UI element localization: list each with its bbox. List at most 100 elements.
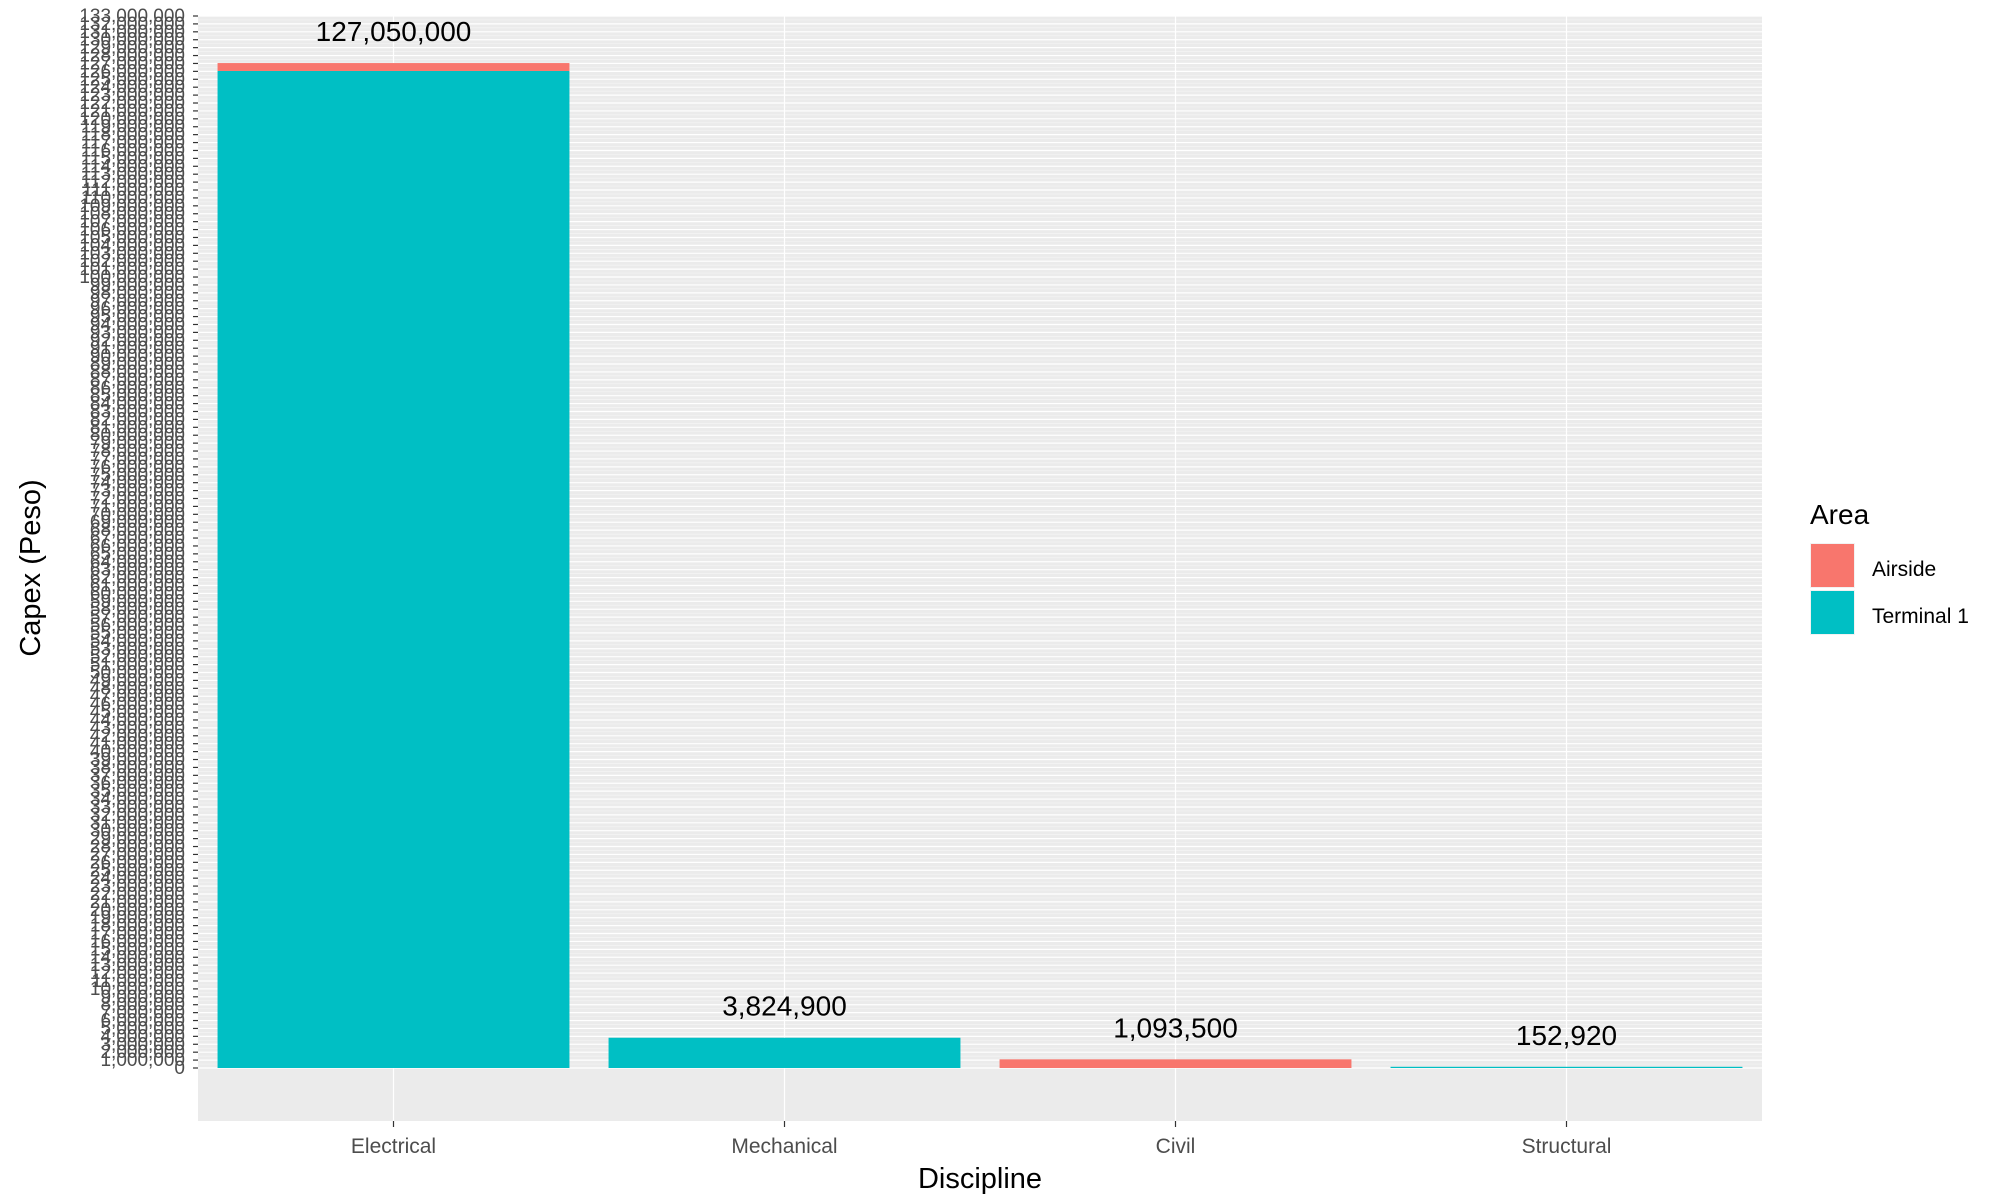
y-tick-label: 17,000,000 — [90, 924, 185, 945]
y-tick-label: 11,000,000 — [91, 971, 185, 992]
y-tick-label: 113,000,000 — [81, 164, 185, 185]
y-tick-label: 73,000,000 — [90, 481, 185, 502]
y-tick-label: 45,000,000 — [90, 702, 185, 723]
y-tick-label: 108,000,000 — [79, 204, 185, 225]
y-tick-label: 37,000,000 — [90, 765, 185, 786]
y-tick-label: 15,000,000 — [90, 939, 185, 960]
bar-electrical-airside — [217, 63, 570, 71]
y-tick-label: 23,000,000 — [90, 876, 185, 897]
y-tick-label: 97,000,000 — [90, 291, 185, 312]
y-tick-label: 120,000,000 — [79, 109, 185, 130]
y-tick-label: 94,000,000 — [90, 314, 185, 335]
y-tick-label: 68,000,000 — [90, 520, 185, 541]
bar-total-label: 127,050,000 — [316, 16, 472, 47]
y-tick-label: 81,000,000 — [90, 417, 185, 438]
y-tick-label: 128,000,000 — [79, 46, 185, 67]
y-tick-label: 40,000,000 — [90, 742, 185, 763]
y-tick-label: 87,000,000 — [90, 370, 185, 391]
y-tick-label: 114,000,000 — [81, 156, 185, 177]
bar-total-label: 3,824,900 — [722, 991, 847, 1022]
y-tick-label: 109,000,000 — [79, 196, 185, 217]
y-tick-label: 79,000,000 — [90, 433, 185, 454]
y-tick-label: 110,000,000 — [81, 188, 185, 209]
legend: Area Airside Terminal 1 — [1810, 499, 1969, 635]
y-tick-label: 67,000,000 — [90, 528, 185, 549]
y-tick-label: 122,000,000 — [79, 93, 185, 114]
y-tick-label: 33,000,000 — [90, 797, 185, 818]
y-tick-label: 118,000,000 — [81, 125, 185, 146]
y-tick-label: 16,000,000 — [90, 931, 185, 952]
y-tick-label: 36,000,000 — [90, 773, 185, 794]
y-tick-label: 88,000,000 — [90, 362, 185, 383]
y-tick-label: 103,000,000 — [79, 243, 185, 264]
y-tick-label: 92,000,000 — [90, 330, 185, 351]
x-tick-label: Structural — [1522, 1135, 1612, 1158]
y-tick-label: 124,000,000 — [79, 77, 185, 98]
y-tick-label: 127,000,000 — [79, 53, 185, 74]
y-tick-label: 62,000,000 — [90, 568, 185, 589]
y-tick-label: 106,000,000 — [79, 220, 185, 241]
y-tick-label: 130,000,000 — [79, 30, 185, 51]
y-tick-label: 74,000,000 — [90, 473, 185, 494]
y-tick-label: 111,000,000 — [82, 180, 185, 201]
y-axis: 01,000,0002,000,0003,000,0004,000,0005,0… — [79, 6, 198, 1079]
y-tick-label: 131,000,000 — [79, 22, 185, 43]
legend-label-terminal-1: Terminal 1 — [1872, 605, 1969, 628]
y-tick-label: 27,000,000 — [90, 844, 185, 865]
y-tick-label: 116,000,000 — [81, 140, 185, 161]
y-tick-label: 96,000,000 — [90, 299, 185, 320]
y-tick-label: 22,000,000 — [90, 884, 185, 905]
y-tick-label: 77,000,000 — [90, 449, 185, 470]
y-tick-label: 42,000,000 — [90, 726, 185, 747]
y-tick-label: 47,000,000 — [90, 686, 185, 707]
y-tick-label: 35,000,000 — [90, 781, 185, 802]
y-tick-label: 98,000,000 — [90, 283, 185, 304]
y-tick-label: 119,000,000 — [81, 117, 185, 138]
y-tick-label: 85,000,000 — [90, 386, 185, 407]
y-tick-label: 12,000,000 — [90, 963, 185, 984]
y-tick-label: 10,000,000 — [90, 979, 185, 1000]
y-tick-label: 66,000,000 — [90, 536, 185, 557]
bar-total-label: 152,920 — [1516, 1020, 1617, 1051]
y-tick-label: 90,000,000 — [90, 346, 185, 367]
bar-electrical-terminal-1 — [217, 70, 570, 1069]
x-axis: Electrical Mechanical Civil Structural — [351, 1121, 1612, 1158]
y-tick-label: 39,000,000 — [90, 750, 185, 771]
y-tick-label: 107,000,000 — [79, 212, 185, 233]
y-axis-title: Capex (Peso) — [15, 479, 47, 656]
y-tick-label: 5,000,000 — [100, 1018, 185, 1039]
y-tick-label: 49,000,000 — [90, 670, 185, 691]
y-tick-label: 57,000,000 — [90, 607, 185, 628]
y-tick-label: 132,000,000 — [79, 14, 185, 35]
y-tick-label: 60,000,000 — [90, 583, 185, 604]
y-tick-label: 121,000,000 — [79, 101, 185, 122]
y-tick-label: 7,000,000 — [100, 1003, 185, 1024]
y-tick-label: 69,000,000 — [90, 512, 185, 533]
y-tick-label: 18,000,000 — [90, 916, 185, 937]
y-tick-label: 34,000,000 — [90, 789, 185, 810]
y-tick-label: 95,000,000 — [90, 307, 185, 328]
y-tick-label: 99,000,000 — [90, 275, 185, 296]
y-tick-label: 93,000,000 — [90, 322, 185, 343]
y-tick-label: 50,000,000 — [90, 663, 185, 684]
y-tick-label: 112,000,000 — [81, 172, 185, 193]
y-tick-label: 8,000,000 — [100, 995, 185, 1016]
y-tick-label: 19,000,000 — [90, 908, 185, 929]
y-tick-label: 123,000,000 — [79, 85, 185, 106]
y-tick-label: 101,000,000 — [79, 259, 185, 280]
y-tick-label: 86,000,000 — [90, 378, 185, 399]
y-tick-label: 9,000,000 — [100, 987, 185, 1008]
y-tick-label: 41,000,000 — [90, 734, 185, 755]
y-tick-label: 133,000,000 — [79, 6, 185, 27]
y-tick-label: 53,000,000 — [90, 639, 185, 660]
y-tick-label: 63,000,000 — [90, 560, 185, 581]
y-tick-label: 72,000,000 — [90, 488, 185, 509]
bars — [217, 63, 1743, 1069]
y-tick-label: 54,000,000 — [90, 631, 185, 652]
y-tick-label: 56,000,000 — [90, 615, 185, 636]
y-tick-label: 78,000,000 — [90, 441, 185, 462]
y-tick-label: 104,000,000 — [79, 235, 185, 256]
y-tick-label: 129,000,000 — [79, 38, 185, 59]
y-tick-label: 1,000,000 — [100, 1050, 185, 1071]
